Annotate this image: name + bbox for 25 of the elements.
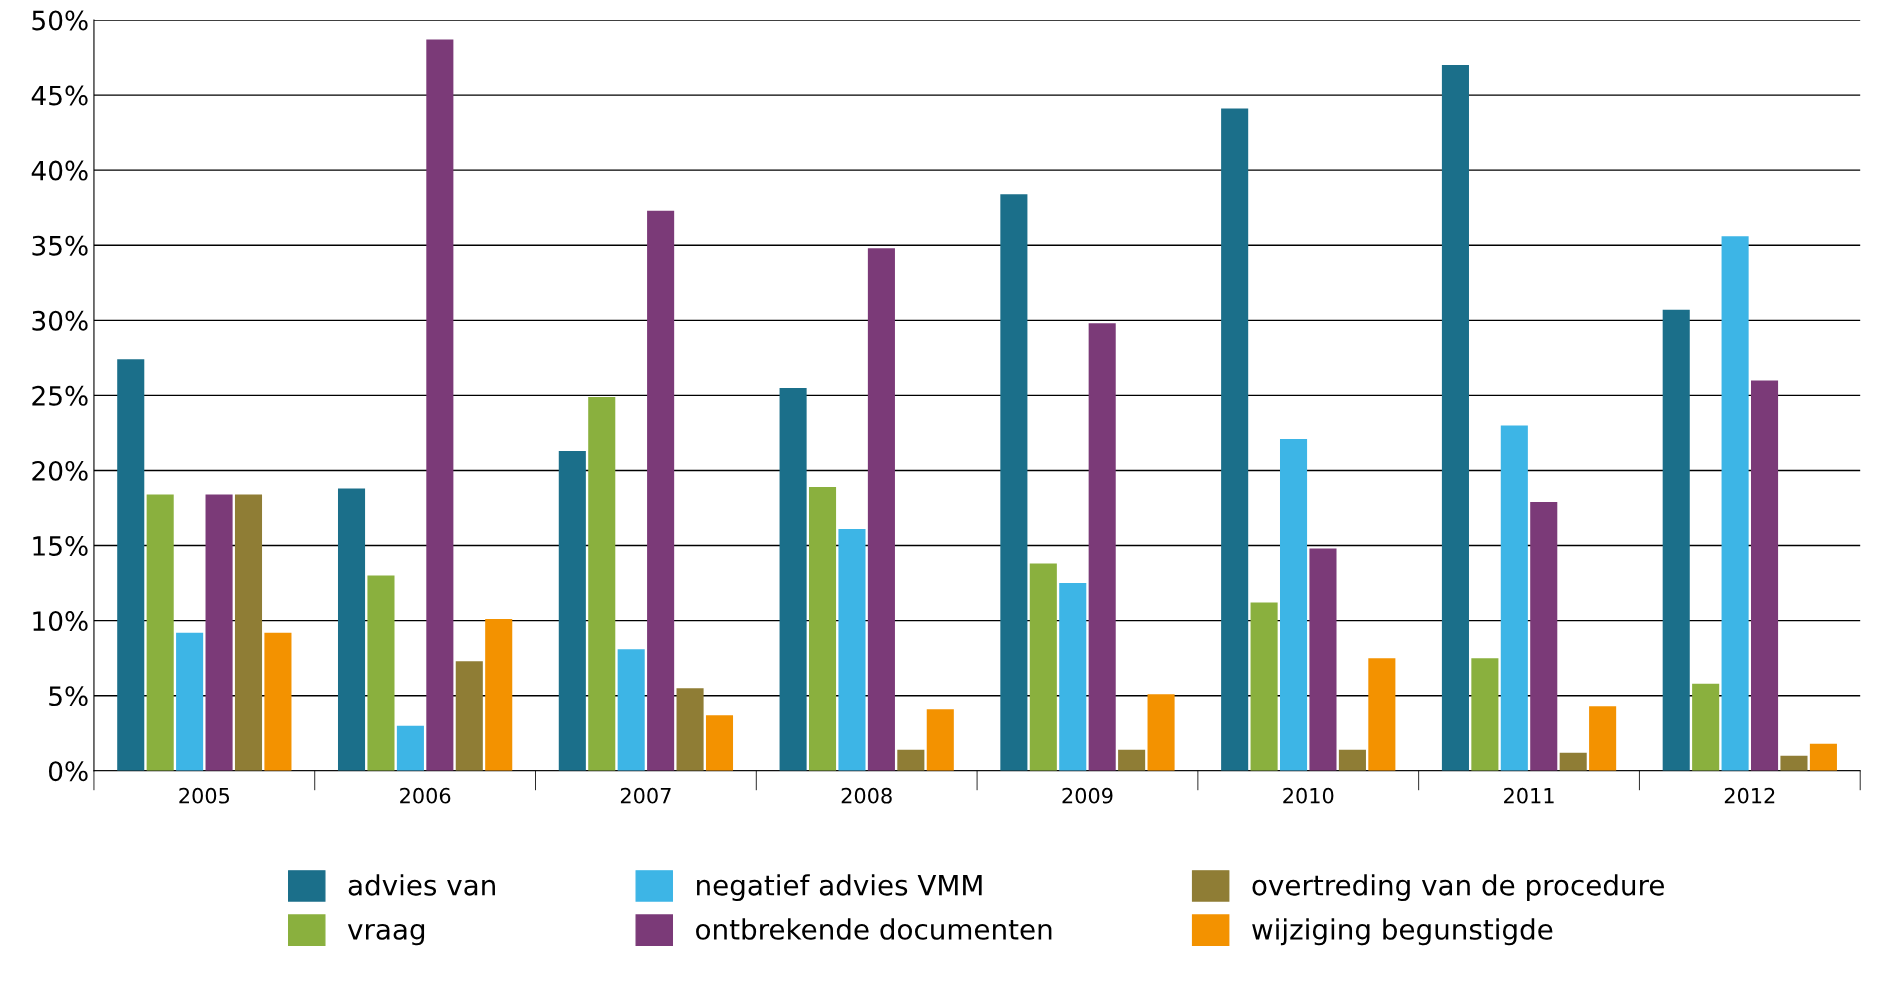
x-tick-label: 2011 bbox=[1504, 787, 1554, 804]
x-tick-label: 2012 bbox=[1724, 787, 1775, 804]
y-tick-label: 40% bbox=[31, 160, 88, 181]
x-tick-label: 2005 bbox=[179, 787, 230, 804]
legend-label: negatief advies VMM bbox=[697, 874, 982, 902]
legend-label: wijziging begunstigde bbox=[1252, 918, 1553, 946]
legend-label: ontbrekende documenten bbox=[696, 918, 1052, 940]
y-tick-label: 35% bbox=[32, 235, 88, 256]
y-tick-label: 15% bbox=[33, 535, 88, 556]
y-tick-label: 30% bbox=[32, 310, 88, 331]
legend-label: vraag bbox=[347, 923, 425, 946]
y-tick-label: 10% bbox=[33, 611, 88, 632]
y-tick-label: 25% bbox=[32, 385, 88, 406]
legend-label: overtreding van de procedure bbox=[1252, 874, 1664, 902]
y-tick-label: 45% bbox=[31, 85, 88, 106]
legend-label: advies van bbox=[348, 874, 495, 896]
x-tick-label: 2007 bbox=[620, 787, 671, 804]
y-tick-label: 5% bbox=[49, 686, 88, 707]
y-tick-label: 20% bbox=[32, 460, 88, 481]
x-tick-label: 2006 bbox=[400, 787, 451, 804]
y-tick-label: 50% bbox=[32, 10, 88, 31]
x-tick-label: 2008 bbox=[841, 787, 892, 804]
x-tick-label: 2010 bbox=[1283, 787, 1334, 804]
y-tick-label: 0% bbox=[48, 761, 88, 782]
x-tick-label: 2009 bbox=[1062, 787, 1113, 804]
